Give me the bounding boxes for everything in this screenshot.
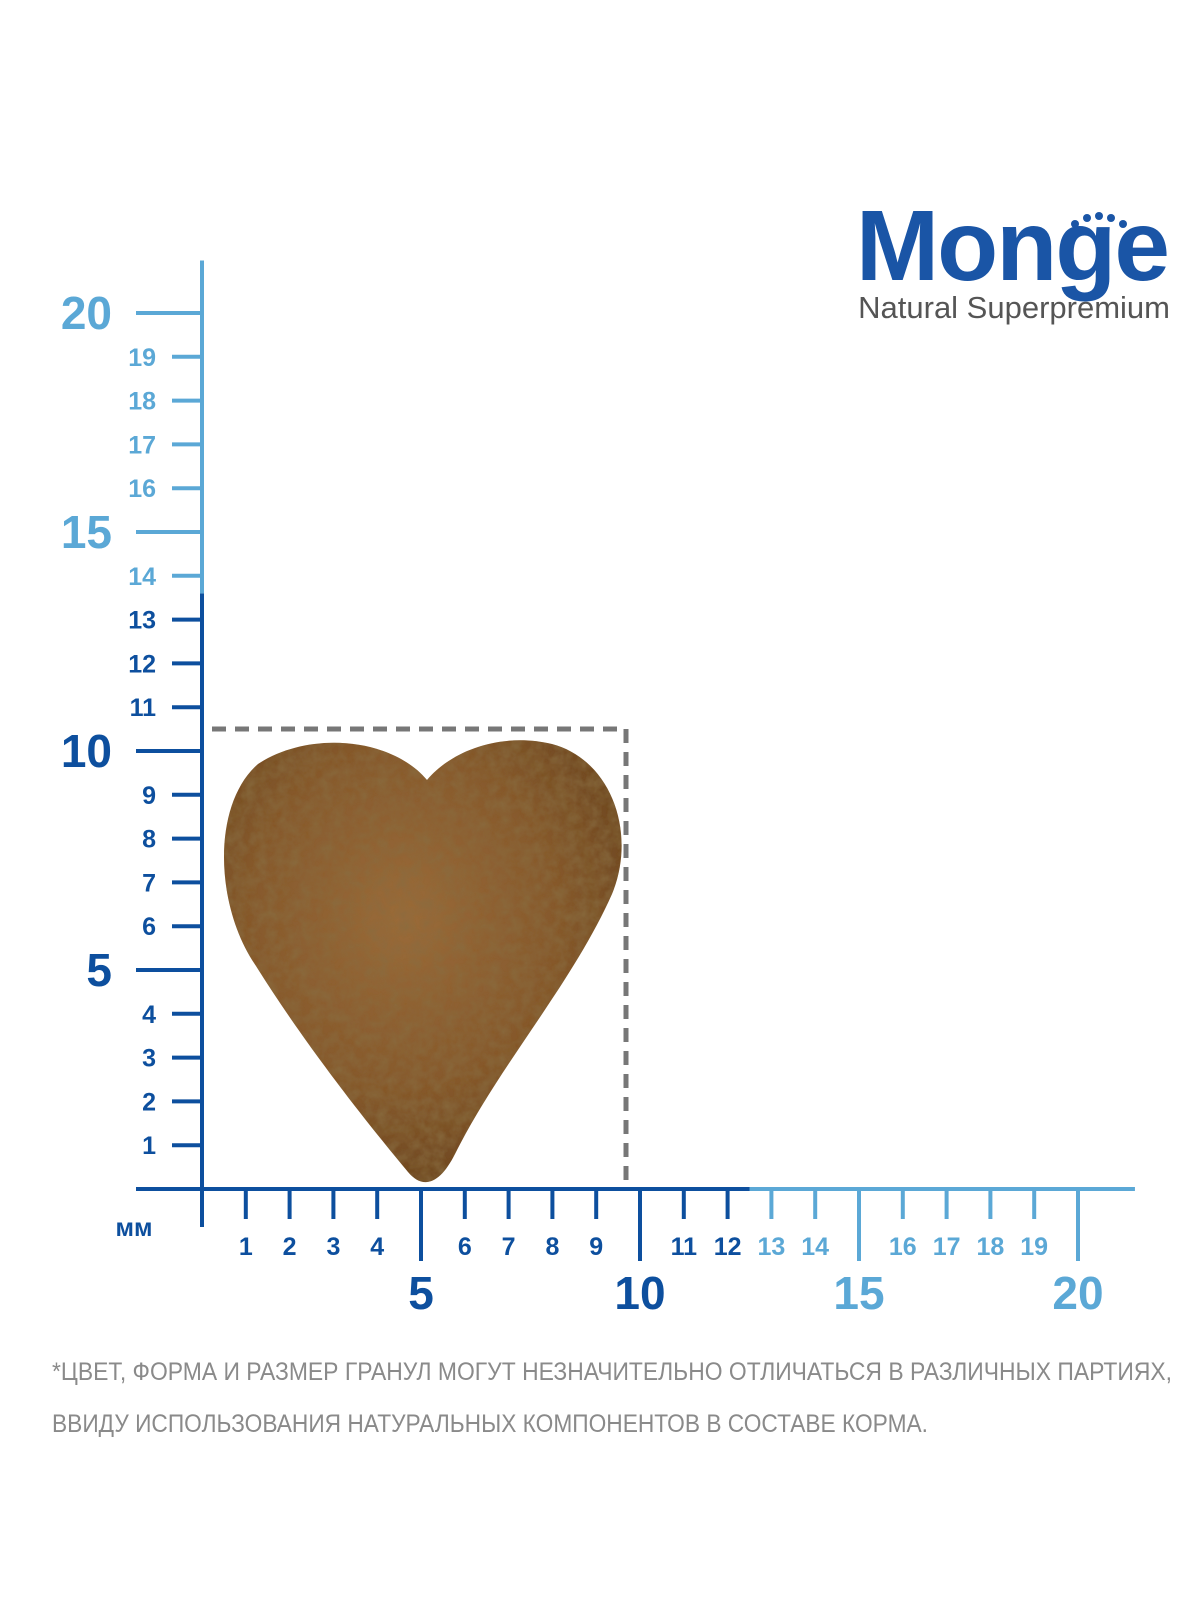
x-minor-label: 1 bbox=[239, 1233, 253, 1261]
x-minor-label: 13 bbox=[757, 1233, 785, 1261]
y-minor-label: 16 bbox=[128, 475, 156, 503]
unit-label: мм bbox=[116, 1214, 153, 1242]
x-major-label: 5 bbox=[408, 1267, 434, 1319]
y-minor-label: 11 bbox=[130, 694, 157, 722]
footnote-line: *ЦВЕТ, ФОРМА И РАЗМЕР ГРАНУЛ МОГУТ НЕЗНА… bbox=[52, 1358, 1172, 1386]
y-major-label: 10 bbox=[61, 725, 112, 777]
x-minor-label: 9 bbox=[589, 1233, 603, 1261]
y-minor-label: 12 bbox=[128, 650, 156, 678]
x-minor-label: 3 bbox=[326, 1233, 340, 1261]
x-major-label: 15 bbox=[833, 1267, 884, 1319]
x-minor-label: 14 bbox=[801, 1233, 829, 1261]
y-minor-label: 17 bbox=[128, 431, 156, 459]
x-minor-label: 2 bbox=[283, 1233, 297, 1261]
y-minor-label: 4 bbox=[142, 1001, 156, 1029]
y-minor-label: 6 bbox=[142, 913, 156, 941]
x-minor-label: 8 bbox=[545, 1233, 559, 1261]
y-major-label: 15 bbox=[61, 506, 112, 558]
brand-tagline: Natural Superpremium bbox=[858, 290, 1170, 325]
y-major-label: 20 bbox=[61, 287, 112, 339]
logo-stars bbox=[1071, 212, 1127, 228]
y-minor-label: 8 bbox=[142, 826, 156, 854]
y-minor-label: 19 bbox=[128, 344, 156, 372]
x-major-label: 20 bbox=[1052, 1267, 1103, 1319]
y-minor-label: 9 bbox=[142, 782, 156, 810]
y-minor-label: 1 bbox=[142, 1132, 156, 1160]
x-minor-label: 12 bbox=[714, 1233, 742, 1261]
y-minor-label: 14 bbox=[128, 563, 156, 591]
kibble bbox=[224, 740, 622, 1183]
x-minor-label: 11 bbox=[671, 1233, 698, 1261]
x-major-label: 10 bbox=[614, 1267, 665, 1319]
brand-name: Monge bbox=[856, 190, 1168, 302]
x-minor-label: 7 bbox=[502, 1233, 516, 1261]
x-minor-label: 18 bbox=[976, 1233, 1004, 1261]
y-minor-label: 2 bbox=[142, 1088, 156, 1116]
logo: Monge Natural Superpremium bbox=[856, 190, 1170, 325]
y-major-label: 5 bbox=[86, 944, 112, 996]
y-minor-label: 3 bbox=[142, 1045, 156, 1073]
x-minor-label: 16 bbox=[889, 1233, 917, 1261]
x-minor-label: 6 bbox=[458, 1233, 472, 1261]
x-minor-label: 17 bbox=[933, 1233, 961, 1261]
y-minor-label: 7 bbox=[142, 869, 156, 897]
y-minor-label: 13 bbox=[128, 607, 156, 635]
footnote-line: ВВИДУ ИСПОЛЬЗОВАНИЯ НАТУРАЛЬНЫХ КОМПОНЕН… bbox=[52, 1410, 928, 1438]
y-minor-label: 18 bbox=[128, 388, 156, 416]
size-box bbox=[212, 726, 629, 1189]
x-minor-label: 19 bbox=[1020, 1233, 1048, 1261]
x-minor-label: 4 bbox=[370, 1233, 384, 1261]
